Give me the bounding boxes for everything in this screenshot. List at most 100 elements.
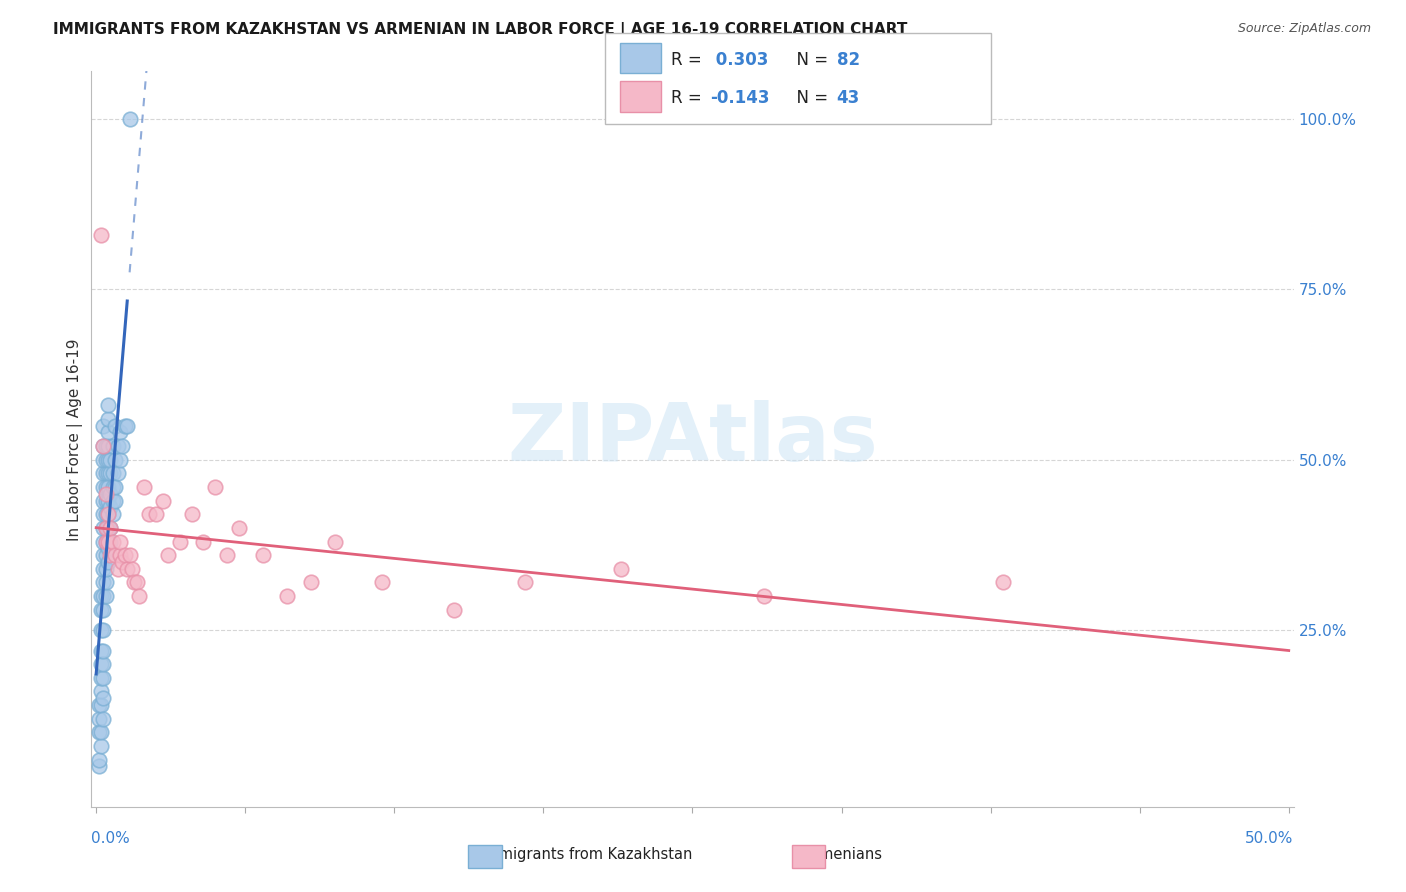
- Point: [100, 500, 122, 515]
- Point: [90, 227, 112, 242]
- Point: [100, 521, 122, 535]
- Point: [90, 657, 112, 672]
- Text: Source: ZipAtlas.com: Source: ZipAtlas.com: [1237, 22, 1371, 36]
- Point: [121, 562, 143, 576]
- Point: [91, 589, 114, 603]
- Point: [610, 562, 633, 576]
- Point: [100, 487, 122, 501]
- Point: [276, 589, 298, 603]
- Point: [108, 425, 131, 440]
- Point: [118, 112, 141, 126]
- Point: [101, 480, 124, 494]
- Point: [94, 493, 117, 508]
- Point: [94, 439, 117, 453]
- Point: [156, 548, 179, 562]
- Point: [94, 548, 117, 562]
- Point: [104, 493, 127, 508]
- Point: [91, 480, 114, 494]
- Point: [104, 452, 127, 467]
- Point: [90, 602, 112, 616]
- Point: [97, 508, 120, 522]
- Point: [91, 467, 114, 481]
- Point: [91, 712, 114, 726]
- Point: [991, 575, 1014, 590]
- Point: [97, 398, 120, 412]
- Point: [91, 439, 114, 453]
- Text: 43: 43: [837, 89, 860, 107]
- Text: 0.0%: 0.0%: [91, 831, 131, 846]
- Point: [91, 671, 114, 685]
- Point: [100, 521, 122, 535]
- Point: [91, 602, 114, 616]
- Point: [100, 548, 122, 562]
- Point: [97, 412, 120, 426]
- Text: N =: N =: [786, 51, 834, 69]
- Point: [94, 508, 117, 522]
- Point: [107, 439, 129, 453]
- Point: [252, 548, 274, 562]
- Point: [90, 684, 112, 698]
- Point: [108, 548, 131, 562]
- Point: [91, 521, 114, 535]
- Point: [94, 521, 117, 535]
- Point: [90, 725, 112, 739]
- Point: [90, 623, 112, 637]
- Point: [193, 534, 215, 549]
- Text: Armenians: Armenians: [794, 847, 883, 862]
- Point: [299, 575, 322, 590]
- Point: [94, 467, 117, 481]
- Point: [91, 643, 114, 657]
- Point: [115, 418, 138, 433]
- Text: R =: R =: [671, 51, 707, 69]
- Point: [515, 575, 537, 590]
- Point: [124, 575, 146, 590]
- Point: [101, 534, 124, 549]
- Point: [111, 555, 134, 569]
- Text: R =: R =: [671, 89, 707, 107]
- Point: [97, 425, 120, 440]
- Point: [107, 467, 129, 481]
- Point: [101, 467, 124, 481]
- Point: [104, 418, 127, 433]
- Point: [108, 534, 131, 549]
- Text: 0.303: 0.303: [710, 51, 769, 69]
- Text: N =: N =: [786, 89, 834, 107]
- Point: [91, 493, 114, 508]
- Point: [91, 691, 114, 706]
- Point: [90, 643, 112, 657]
- Point: [97, 493, 120, 508]
- Point: [94, 534, 117, 549]
- Point: [94, 534, 117, 549]
- Point: [125, 575, 148, 590]
- Point: [752, 589, 775, 603]
- Point: [90, 589, 112, 603]
- Point: [101, 508, 124, 522]
- Point: [104, 548, 127, 562]
- Point: [97, 541, 120, 556]
- Point: [97, 508, 120, 522]
- Point: [132, 480, 155, 494]
- Point: [169, 534, 191, 549]
- Point: [87, 725, 110, 739]
- Point: [145, 508, 167, 522]
- Point: [107, 562, 129, 576]
- Point: [94, 575, 117, 590]
- Point: [217, 548, 239, 562]
- Text: ZIPAtlas: ZIPAtlas: [508, 401, 877, 478]
- Point: [97, 534, 120, 549]
- Point: [94, 562, 117, 576]
- Point: [91, 548, 114, 562]
- Point: [91, 562, 114, 576]
- Point: [101, 493, 124, 508]
- Text: 82: 82: [837, 51, 859, 69]
- Point: [87, 712, 110, 726]
- Point: [91, 623, 114, 637]
- Text: -0.143: -0.143: [710, 89, 769, 107]
- Point: [90, 698, 112, 712]
- Y-axis label: In Labor Force | Age 16-19: In Labor Force | Age 16-19: [67, 338, 83, 541]
- Point: [87, 753, 110, 767]
- Point: [115, 562, 138, 576]
- Point: [204, 480, 226, 494]
- Point: [97, 439, 120, 453]
- Point: [111, 439, 134, 453]
